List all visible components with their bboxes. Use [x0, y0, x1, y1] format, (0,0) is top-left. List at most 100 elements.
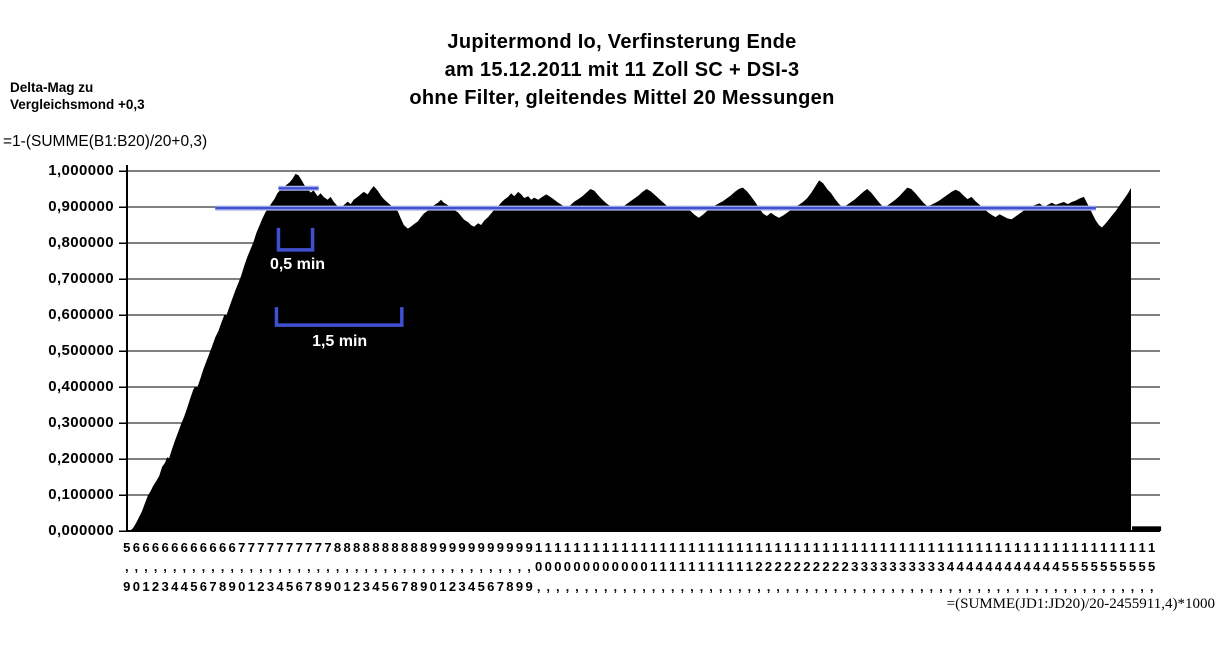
- x-tick-char: 7: [295, 540, 303, 555]
- x-tick-char: 1: [860, 540, 868, 555]
- x-tick-char: 1: [602, 540, 610, 555]
- x-tick-char: ,: [1073, 578, 1077, 594]
- x-tick-char: ,: [1054, 578, 1058, 594]
- x-tick-char: 1: [1004, 540, 1012, 555]
- x-tick-char: ,: [469, 559, 474, 575]
- x-tick-char: 8: [410, 540, 418, 555]
- x-tick-label: 12,6: [812, 538, 822, 596]
- x-tick-char: 1: [1042, 540, 1050, 555]
- x-tick-label: 9,0: [429, 538, 439, 596]
- x-tick-char: 6: [199, 540, 208, 555]
- x-tick-char: 2: [812, 559, 821, 575]
- x-tick-char: ,: [948, 578, 953, 594]
- x-tick-char: 1: [439, 578, 447, 594]
- x-tick-char: ,: [402, 559, 407, 575]
- x-tick-label: 8,1: [342, 538, 352, 596]
- x-tick-label: 11,0: [649, 538, 659, 596]
- y-tick-label: 0,600000: [48, 306, 114, 323]
- x-tick-char: 1: [937, 540, 945, 555]
- x-tick-char: ,: [1063, 578, 1068, 594]
- x-tick-label: 12,5: [802, 538, 812, 596]
- x-tick-char: 6: [487, 578, 495, 594]
- x-tick-char: 4: [994, 559, 1003, 575]
- x-tick-char: 1: [630, 540, 639, 555]
- x-tick-char: ,: [805, 578, 809, 594]
- x-tick-label: 6,4: [170, 538, 180, 596]
- x-tick-char: 1: [697, 540, 706, 555]
- x-tick-char: 1: [1071, 540, 1079, 555]
- x-tick-label: 14,4: [994, 538, 1004, 596]
- x-tick-char: ,: [450, 559, 455, 575]
- x-tick-char: ,: [1034, 578, 1039, 594]
- x-tick-char: 1: [908, 540, 916, 555]
- x-tick-char: 1: [247, 578, 255, 594]
- x-tick-label: 9,6: [486, 538, 496, 596]
- x-tick-char: 1: [1100, 540, 1108, 555]
- x-tick-label: 13,6: [907, 538, 917, 596]
- x-tick-char: 1: [535, 540, 543, 555]
- y-tick-label: 0,900000: [48, 198, 114, 215]
- x-tick-char: 1: [669, 559, 677, 575]
- x-tick-char: 1: [688, 540, 696, 555]
- y-tick-label: 1,000000: [48, 162, 114, 179]
- x-tick-char: 2: [448, 578, 457, 594]
- x-tick-char: 3: [879, 559, 888, 575]
- x-tick-char: ,: [249, 559, 254, 575]
- x-tick-label: 6,6: [199, 538, 209, 596]
- x-tick-char: ,: [220, 559, 225, 575]
- x-tick-char: 3: [870, 559, 878, 575]
- x-tick-label: 14,1: [955, 538, 965, 596]
- x-tick-char: 4: [966, 559, 974, 575]
- x-tick-char: ,: [766, 578, 771, 594]
- x-tick-char: 1: [717, 559, 725, 575]
- x-tick-char: 2: [803, 559, 811, 575]
- x-tick-char: ,: [555, 578, 560, 594]
- x-tick-label: 11,4: [697, 538, 707, 596]
- x-tick-char: ,: [1101, 578, 1106, 594]
- x-axis-formula: =(SUMME(JD1:JD20)/20-2455911,4)*1000: [946, 596, 1215, 612]
- x-tick-char: 4: [1052, 559, 1060, 575]
- x-tick-char: 1: [678, 559, 686, 575]
- x-tick-char: 8: [343, 540, 351, 555]
- x-tick-label: 11,7: [725, 538, 735, 596]
- x-tick-char: 1: [563, 540, 571, 555]
- x-tick-char: ,: [757, 578, 761, 594]
- x-tick-char: 4: [1023, 559, 1031, 575]
- x-tick-label: 14,6: [1013, 538, 1023, 596]
- y-tick-label: 0,700000: [48, 270, 114, 287]
- x-tick-char: 6: [218, 540, 227, 555]
- x-tick-char: ,: [795, 578, 800, 594]
- x-tick-char: 1: [841, 540, 849, 555]
- bracket-1-5-min: [274, 307, 404, 327]
- x-tick-char: 1: [649, 559, 658, 575]
- x-tick-label: 8,6: [390, 538, 400, 596]
- x-tick-char: ,: [1140, 578, 1144, 594]
- x-tick-char: 1: [1090, 540, 1098, 555]
- x-tick-label: 10,7: [610, 538, 620, 596]
- x-tick-char: 4: [180, 578, 188, 594]
- x-tick-label: 8,5: [381, 538, 391, 596]
- x-tick-char: 4: [276, 578, 284, 594]
- chart-title-line-1: Jupitermond Io, Verfinsterung Ende: [447, 31, 797, 53]
- x-tick-char: 3: [908, 559, 916, 575]
- x-tick-label: 7,6: [294, 538, 304, 596]
- x-tick-label: 8,3: [361, 538, 371, 596]
- x-tick-char: ,: [565, 578, 570, 594]
- x-tick-char: 5: [1100, 559, 1108, 575]
- x-tick-char: ,: [987, 578, 991, 594]
- x-tick-label: 6,4: [179, 538, 189, 596]
- x-tick-char: ,: [661, 578, 665, 594]
- x-tick-char: 4: [956, 559, 964, 575]
- x-tick-char: 1: [1080, 540, 1089, 555]
- x-tick-label: 7,5: [285, 538, 295, 596]
- x-tick-char: ,: [1006, 578, 1010, 594]
- x-tick-char: 1: [994, 540, 1003, 555]
- x-tick-char: ,: [297, 559, 301, 575]
- chart-title: Jupitermond Io, Verfinsterung Ende am 15…: [20, 28, 1224, 112]
- x-tick-char: 4: [1042, 559, 1050, 575]
- x-tick-char: 2: [764, 559, 773, 575]
- y-tick-label: 0,800000: [48, 234, 114, 251]
- x-tick-char: 0: [630, 559, 639, 575]
